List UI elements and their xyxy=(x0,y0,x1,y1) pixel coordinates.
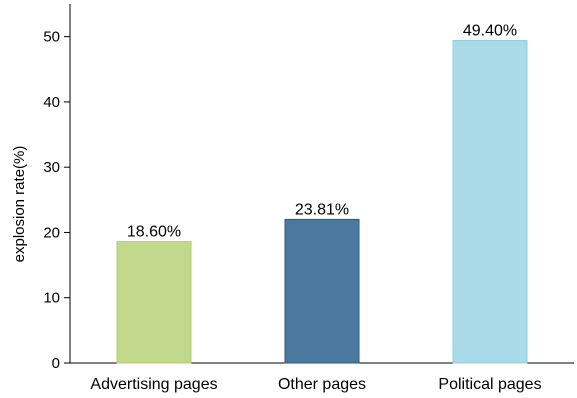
y-tick-label: 10 xyxy=(43,290,60,307)
y-tick-label: 20 xyxy=(43,224,60,241)
bar-data-label: 18.60% xyxy=(127,224,181,241)
bar xyxy=(284,218,360,364)
y-tick-label: 40 xyxy=(43,94,60,111)
y-tick-label: 50 xyxy=(43,29,60,46)
y-tick-label: 30 xyxy=(43,159,60,176)
bar xyxy=(116,241,192,364)
bar-data-label: 49.40% xyxy=(463,23,517,40)
y-axis-title: explosion rate(%) xyxy=(11,146,28,263)
y-axis-ticks: 0 10 20 30 40 50 xyxy=(43,29,70,372)
x-category-label: Political pages xyxy=(438,376,541,393)
bar-data-label: 23.81% xyxy=(295,201,349,218)
x-category-label: Advertising pages xyxy=(90,376,217,393)
x-category-label: Other pages xyxy=(278,376,366,393)
x-axis-category-labels: Advertising pages Other pages Political pa… xyxy=(90,376,541,393)
bar xyxy=(452,40,528,364)
data-labels-group: 18.60% 23.81% 49.40% xyxy=(127,23,517,241)
y-tick-label: 0 xyxy=(52,355,60,372)
bars-group xyxy=(116,40,528,364)
